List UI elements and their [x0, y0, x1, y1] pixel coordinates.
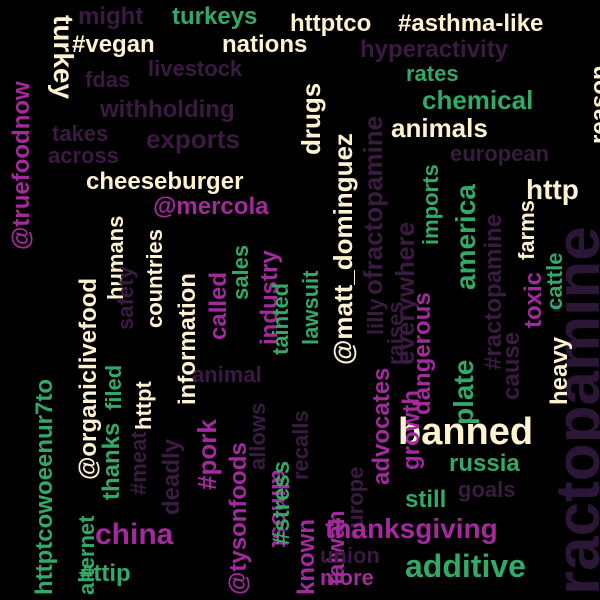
cloud-word: hyperactivity [360, 36, 509, 63]
cloud-word: animals [391, 113, 488, 143]
cloud-word: exports [146, 124, 240, 154]
cloud-word: thanks [98, 422, 125, 500]
cloud-word: lilly [363, 298, 388, 335]
cloud-word: growth [398, 390, 425, 470]
cloud-word: advocates [368, 367, 395, 485]
cloud-word: #pork [192, 419, 222, 490]
cloud-word: thanksgiving [325, 513, 498, 544]
cloud-word: #ttip [80, 560, 131, 587]
cloud-word: #stress [268, 460, 295, 545]
cloud-word: banned [398, 411, 534, 453]
cloud-word: drugs [296, 82, 326, 155]
cloud-word: additive [405, 548, 526, 584]
cloud-word: toxic [520, 271, 547, 328]
cloud-word: ofractopamine [358, 115, 388, 295]
cloud-word: lawsuit [298, 270, 323, 345]
cloud-word: cattle [542, 252, 567, 310]
cloud-word: russia [449, 450, 520, 477]
cloud-word: @truefoodnow [8, 81, 35, 250]
cloud-word: european [450, 141, 550, 166]
cloud-word: turkeys [172, 3, 258, 30]
cloud-word: #asthma-like [398, 10, 544, 37]
cloud-word: livestock [148, 56, 243, 81]
cloud-word: plate [448, 359, 479, 425]
cloud-word: more [320, 565, 374, 590]
cloud-word: rates [406, 61, 459, 86]
cloud-word: takes [52, 121, 109, 146]
cloud-word: farms [514, 200, 539, 260]
cloud-word: china [95, 518, 174, 551]
cloud-word: httptcowoeenur7to [31, 379, 58, 595]
cloud-word: nations [222, 31, 308, 58]
cloud-word: imports [418, 164, 443, 245]
cloud-word: called [205, 271, 232, 340]
cloud-word: http [526, 174, 579, 205]
cloud-word: goals [458, 477, 516, 502]
cloud-word: turkey [48, 15, 79, 100]
cloud-word: @matt_dominguez [328, 133, 358, 365]
cloud-word: might [78, 3, 144, 30]
cloud-word: httpt [131, 381, 156, 430]
cloud-word: sales [228, 244, 253, 300]
cloud-word: known [293, 519, 320, 595]
cloud-word: @tysonfoods [225, 442, 252, 595]
cloud-word: chemical [422, 85, 534, 115]
cloud-word: heavy [546, 336, 573, 405]
cloud-word: fdas [85, 67, 131, 92]
cloud-word: tainted [268, 282, 293, 355]
cloud-word: america [450, 184, 481, 290]
cloud-word: still [405, 486, 447, 513]
cloud-word: #meat [126, 431, 151, 495]
cloud-word: #vegan [72, 31, 155, 58]
cloud-word: cause [498, 331, 525, 400]
cloud-word: @mercola [153, 193, 269, 220]
cloud-word: reason [586, 65, 600, 144]
cloud-word: countries [142, 228, 167, 328]
cloud-word: safety [113, 266, 138, 330]
cloud-word: union [320, 543, 380, 568]
cloud-word: across [48, 143, 119, 168]
cloud-word: httptco [290, 10, 372, 37]
cloud-word: cheeseburger [86, 168, 244, 195]
cloud-word: withholding [100, 96, 235, 123]
cloud-word: raises [383, 301, 408, 365]
cloud-word: animal [192, 362, 262, 387]
cloud-word: deadly [158, 438, 185, 515]
cloud-word: filed [101, 364, 126, 410]
